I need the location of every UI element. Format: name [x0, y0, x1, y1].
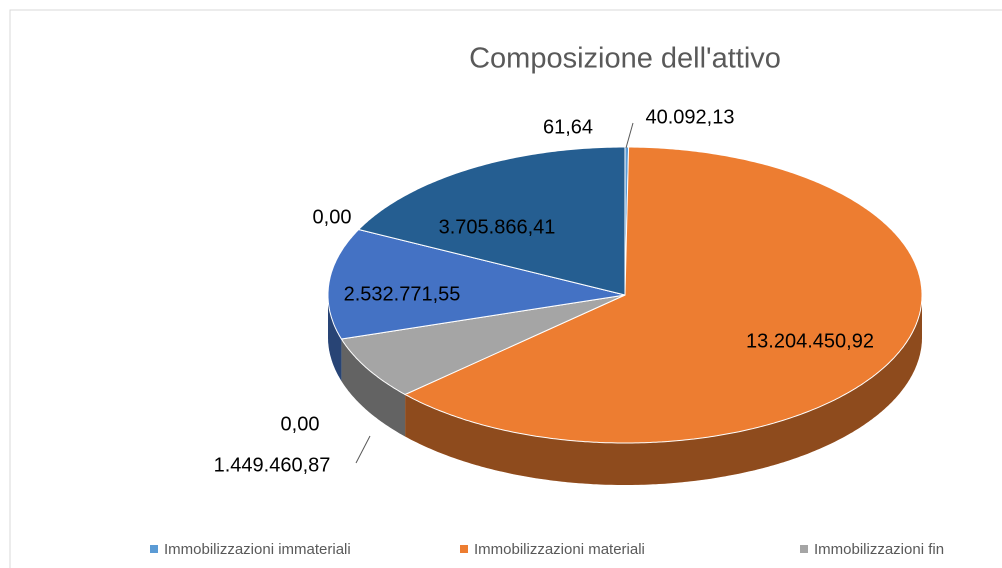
legend-label: Immobilizzazioni materiali — [474, 541, 645, 558]
slice-side-shade — [328, 295, 342, 381]
legend-swatch — [150, 545, 158, 553]
data-label: 1.449.460,87 — [214, 454, 331, 476]
data-label: 2.532.771,55 — [344, 283, 461, 305]
slice — [327, 228, 626, 340]
legend-swatch — [800, 545, 808, 553]
slice-side-shade — [405, 295, 923, 485]
data-label: 0,00 — [281, 413, 320, 435]
legend-swatch — [460, 545, 468, 553]
leader-line — [625, 122, 634, 149]
slice-side-shade — [341, 339, 406, 437]
chart-title: Composizione dell'attivo — [469, 43, 781, 75]
data-label: 3.705.866,41 — [439, 216, 556, 238]
data-label: 0,00 — [313, 206, 352, 228]
slice — [403, 146, 923, 444]
data-label: 61,64 — [543, 116, 593, 138]
slice — [357, 146, 626, 296]
slice — [340, 294, 626, 396]
slice-side — [328, 295, 342, 381]
leader-line — [355, 435, 371, 464]
data-label: 40.092,13 — [646, 106, 735, 128]
legend-label: Immobilizzazioni fin — [814, 541, 944, 558]
data-label: 13.204.450,92 — [746, 330, 874, 352]
slice-side — [341, 339, 406, 437]
slice-side — [405, 295, 923, 485]
legend-label: Immobilizzazioni immateriali — [164, 541, 351, 558]
